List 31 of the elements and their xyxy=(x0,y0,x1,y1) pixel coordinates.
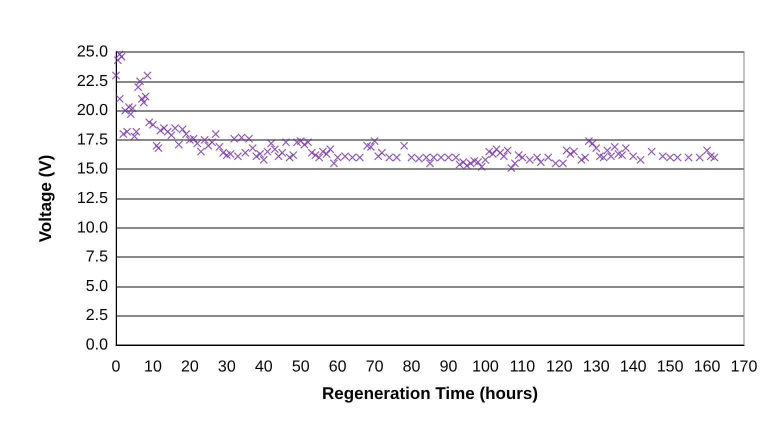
y-tick-label: 7.5 xyxy=(86,248,108,266)
x-tick-label: 130 xyxy=(582,358,610,376)
y-tick-label: 10.0 xyxy=(76,219,108,236)
x-tick-label: 30 xyxy=(218,358,236,376)
x-tick-label: 150 xyxy=(656,358,684,376)
y-tick-label: 17.5 xyxy=(76,131,108,148)
x-tick-label: 10 xyxy=(144,358,162,376)
y-tick-label: 15.0 xyxy=(76,160,108,178)
x-tick-label: 140 xyxy=(620,358,647,376)
x-tick-label: 90 xyxy=(440,358,458,376)
x-tick-label: 110 xyxy=(510,358,536,376)
y-tick-label: 20.0 xyxy=(76,102,108,120)
x-tick-label: 170 xyxy=(730,358,758,376)
y-axis-title: Voltage (V) xyxy=(36,154,55,242)
y-tick-label: 5.0 xyxy=(86,278,108,295)
x-tick-label: 50 xyxy=(292,358,310,376)
y-tick-label: 25.0 xyxy=(76,44,108,60)
x-tick-label: 40 xyxy=(254,358,273,376)
y-tick-label: 22.5 xyxy=(76,72,108,90)
x-tick-label: 60 xyxy=(328,358,347,376)
x-tick-label: 80 xyxy=(402,358,421,376)
y-tick-label: 2.5 xyxy=(86,307,108,324)
x-tick-label: 160 xyxy=(694,358,721,376)
x-tick-label: 100 xyxy=(472,358,499,376)
x-tick-label: 70 xyxy=(366,358,384,376)
x-axis-title: Regeneration Time (hours) xyxy=(322,384,538,403)
x-tick-label: 120 xyxy=(546,358,573,376)
y-tick-label: 0.0 xyxy=(86,336,108,354)
x-tick-label: 20 xyxy=(180,358,199,376)
x-tick-label: 0 xyxy=(112,358,121,376)
y-tick-label: 12.5 xyxy=(76,190,108,207)
